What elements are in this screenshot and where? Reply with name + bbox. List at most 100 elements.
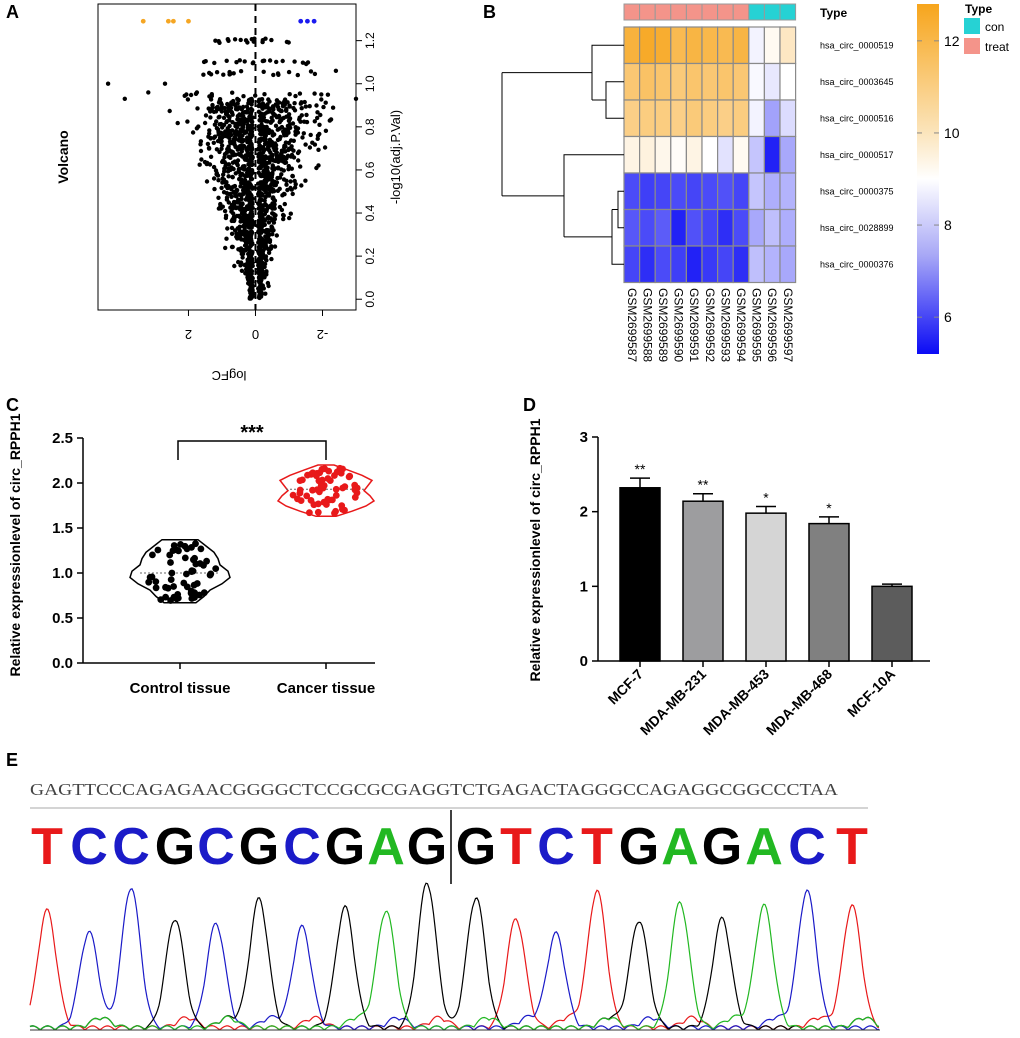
volcano-point [242,219,247,224]
heatmap-cell [638,62,656,101]
volcano-point [246,269,251,274]
volcano-point [246,100,251,106]
volcano-point [295,150,301,156]
heatmap-colorbar [917,4,939,354]
volcano-point [321,104,326,110]
called-base: C [788,818,826,876]
volcano-point [239,113,244,118]
volcano-point [353,96,359,102]
legend-label-con: con [985,20,1004,34]
volcano-point [260,228,266,233]
heatmap-cell [685,62,703,101]
volcano-point [269,172,275,178]
volcano-point [285,153,291,158]
called-base: G [702,818,742,876]
dendrogram-branch [563,154,624,237]
volcano-point [245,40,250,45]
violin-point [203,557,211,565]
bar [808,522,850,662]
panel-label-a: A [6,2,19,22]
volcano-point [307,104,312,109]
volcano-point [276,158,282,163]
violin-axes: 0.0 0.5 1.0 1.5 2.0 2.5 Control tissue Cancer t… [52,430,375,697]
volcano-point [257,214,263,220]
volcano-point [275,175,280,181]
volcano-point [237,122,243,127]
bar [619,487,661,662]
volcano-point [295,72,300,78]
volcano-point [293,93,298,99]
volcano-point [264,244,269,250]
volcano-point [263,105,268,110]
volcano-point [307,145,313,150]
volcano-title: Volcano [55,130,71,183]
volcano-point [239,201,244,206]
volcano-point [229,109,234,115]
violin-point [174,591,182,598]
volcano-point [271,212,277,217]
panel-label-b: B [483,2,496,22]
called-base: G [407,818,447,876]
volcano-point [203,59,208,64]
violin-y-label: Relative expressionlevel of circ_RPPH1 [7,413,23,676]
volcano-point [239,268,245,273]
violin-point [196,560,204,567]
colorbar-tick-label: 6 [944,309,952,325]
panel-label-d: D [523,395,536,415]
volcano-point [286,69,292,75]
bar-x-tick-label: MDA-MB-468 [763,666,836,739]
heatmap-cell [716,62,734,101]
volcano-point [219,136,224,141]
volcano-point [302,99,307,105]
volcano-point [319,92,324,97]
volcano-point [204,179,210,184]
volcano-point [260,193,265,198]
violin-y-tick-label: 1.5 [52,520,73,537]
volcano-point [215,127,221,132]
volcano-point [235,162,240,168]
volcano-point [248,117,253,122]
volcano-point [257,186,262,191]
volcano-point [286,112,292,117]
volcano-point [288,125,293,130]
violin-point [318,476,326,484]
bar-y-label: Relative expressionlevel of circ_RPPH1 [527,418,543,681]
volcano-point-down [298,18,304,24]
volcano-point [256,160,262,165]
volcano-point [282,201,287,207]
heatmap-annotation-cell [717,3,734,21]
volcano-point [201,72,206,77]
called-base: G [239,818,279,876]
volcano-point [333,68,339,74]
violin-point [177,541,184,548]
volcano-point [239,237,244,242]
volcano-point [271,220,277,225]
volcano-point [227,123,232,129]
volcano-point [235,226,240,231]
volcano-point [226,162,232,167]
heatmap-cell [623,99,641,138]
violin-cancer [276,464,376,518]
volcano-point [273,113,278,118]
volcano-point [210,102,215,108]
heatmap-row-label: hsa_circ_0003645 [820,77,894,87]
volcano-point [249,199,254,204]
volcano-point [231,98,236,104]
volcano-point [282,133,287,138]
volcano-point [269,187,275,192]
volcano-point [122,96,128,102]
volcano-point [278,118,284,123]
volcano-point [249,291,254,297]
bar-panel: Relative expressionlevel of circ_RPPH1 0… [527,418,930,738]
heatmap-cell [701,99,719,138]
volcano-point [223,213,229,218]
volcano-point [314,165,319,171]
violin-point [331,509,338,517]
violin-point [170,583,178,590]
volcano-point [167,108,172,114]
heatmap-cell [638,26,656,65]
heatmap-cell [685,172,703,211]
volcano-point [257,211,262,216]
heatmap-column-label: GSM2699589 [656,288,670,362]
heatmap-annotation-cell [701,3,719,21]
